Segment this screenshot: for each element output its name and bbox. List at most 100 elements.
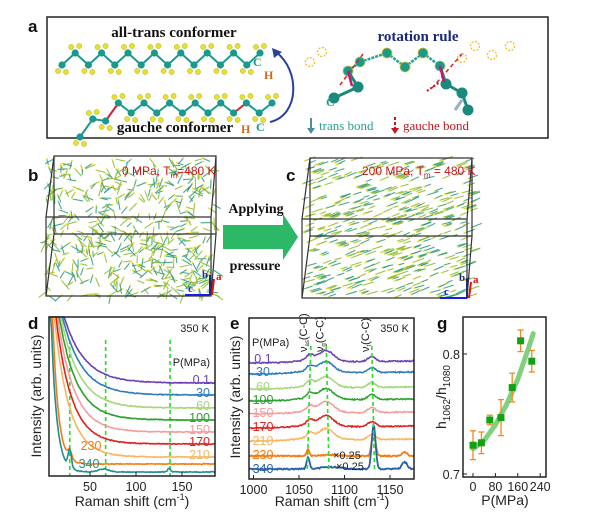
molecule-segment: [136, 181, 147, 187]
atom-dot: [397, 264, 400, 266]
molecule-segment: [176, 162, 184, 166]
molecule-segment: [403, 231, 411, 236]
molecule-segment: [409, 288, 420, 294]
molecule-segment: [58, 190, 64, 198]
panel-label-d: d: [28, 314, 38, 333]
atom-dot: [367, 278, 369, 281]
atom-dot: [47, 242, 50, 245]
molecule-segment: [185, 283, 196, 285]
atom-dot: [419, 265, 422, 267]
molecule-segment: [144, 222, 154, 229]
atom-dot: [106, 231, 109, 233]
atom-dot: [72, 185, 75, 188]
atom-dot: [328, 295, 330, 298]
hydrogen-atom: [85, 110, 92, 116]
atom-dot: [312, 250, 314, 253]
molecule-segment: [343, 210, 355, 216]
atom-dot: [182, 293, 185, 296]
a-axis-label: a: [473, 274, 479, 286]
molecule-segment: [59, 164, 65, 171]
molecule-segment: [132, 244, 135, 252]
atom-dot: [122, 276, 125, 278]
molecule-segment: [445, 222, 453, 227]
molecule-segment: [382, 207, 393, 213]
condition-subscript: m: [170, 171, 177, 180]
atom-dot: [453, 229, 456, 232]
atom-dot: [391, 215, 394, 218]
atom-dot: [111, 185, 114, 188]
molecule-segment: [373, 212, 383, 218]
atom-dot: [153, 285, 156, 288]
molecule-segment: [104, 239, 112, 243]
rotation-rule-diagram: [304, 40, 516, 116]
molecule-segment: [399, 165, 410, 171]
molecule-segment: [194, 160, 204, 166]
atom-dot: [367, 223, 370, 225]
molecule-segment: [145, 236, 148, 248]
molecule-segment: [152, 227, 155, 237]
molecule-segment: [413, 227, 424, 231]
atom-h-label-2: H: [241, 122, 251, 136]
atom-dot: [374, 168, 377, 171]
molecule-segment: [424, 166, 436, 173]
atom-dot: [87, 257, 90, 260]
atom-dot: [443, 264, 445, 266]
molecule-segment: [318, 161, 329, 166]
molecule-segment: [397, 267, 408, 273]
molecule-segment: [418, 236, 430, 242]
ghost-atom: [469, 40, 481, 52]
atom-dot: [350, 159, 353, 162]
ytick-label: 0.8: [443, 348, 460, 362]
molecule-segment: [401, 198, 411, 204]
hydrogen-atom: [200, 44, 207, 50]
panel-d-axes: [48, 316, 216, 477]
atom-dot: [97, 210, 100, 213]
atom-dot: [120, 242, 123, 244]
atom-dot: [109, 293, 112, 296]
atom-dot: [129, 231, 132, 234]
hydrogen-atom: [209, 117, 215, 123]
atom-dot: [136, 251, 138, 254]
molecule-segment: [398, 190, 408, 195]
molecule-segment: [413, 244, 422, 248]
rotation-rule-title: rotation rule: [378, 29, 459, 45]
atom-dot: [75, 243, 77, 246]
atom-dot: [436, 254, 439, 257]
molecule-segment: [420, 286, 430, 292]
atom-dot: [406, 236, 409, 239]
atom-dot: [365, 237, 368, 240]
atom-dot: [187, 253, 189, 255]
atom-dot: [187, 168, 190, 171]
molecule-segment: [203, 227, 211, 232]
molecule-segment: [456, 290, 466, 296]
atom-dot: [138, 212, 140, 215]
molecule-segment: [328, 172, 339, 178]
atom-dot: [201, 250, 203, 253]
atom-dot: [82, 266, 85, 269]
atom-dot: [104, 213, 107, 216]
molecule-segment: [348, 251, 359, 257]
conversion-arrow: [269, 51, 295, 123]
atom-dot: [449, 291, 452, 293]
xtick-label: 1050: [285, 483, 313, 497]
xlabel-end: ): [385, 493, 390, 509]
atom-dot: [70, 210, 72, 213]
molecule-segment: [409, 186, 421, 191]
molecule-segment: [334, 257, 342, 261]
atom-dot: [61, 293, 63, 296]
atom-dot: [456, 260, 458, 263]
molecule-segment: [138, 197, 145, 204]
atom-dot: [349, 240, 352, 243]
atom-dot: [194, 284, 197, 287]
atom-dot: [202, 160, 204, 163]
atom-dot: [168, 157, 170, 160]
hydrogen-atom: [94, 44, 101, 50]
series-label-60: 60: [256, 380, 270, 394]
molecule-segment: [366, 186, 377, 191]
atom-dot: [449, 258, 452, 261]
panel-d-ylabel: Intensity (arb. units): [28, 335, 44, 458]
hydrogen-atom: [157, 117, 164, 123]
panel-e-raman-cc: e 1000 1050 1100 1150 350 K P(MPa) 0.130601…: [227, 313, 415, 509]
atom-dot: [122, 167, 125, 170]
atom-dot: [381, 219, 384, 222]
